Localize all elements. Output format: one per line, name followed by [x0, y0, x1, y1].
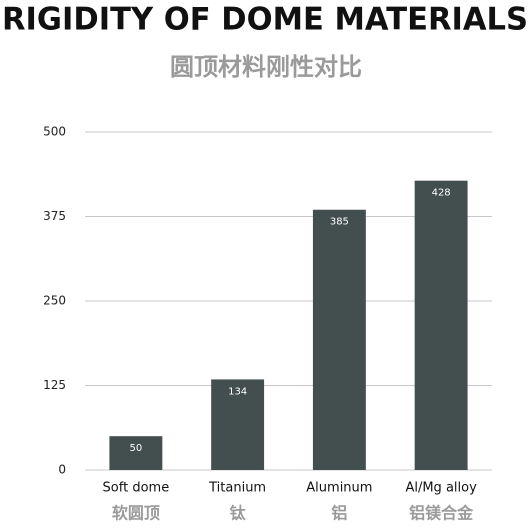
- chart-title: RIGIDITY OF DOME MATERIALS: [2, 2, 528, 38]
- bar: [211, 379, 265, 470]
- bar: [312, 209, 366, 471]
- x-tick-label-zh: 铝: [331, 504, 347, 523]
- x-tick-label-zh: 软圆顶: [112, 504, 160, 523]
- bar: [109, 436, 163, 470]
- x-tick-label: Al/Mg alloy: [405, 481, 477, 496]
- y-tick-label: 250: [43, 294, 66, 308]
- chart-subtitle: 圆顶材料刚性对比: [170, 53, 362, 81]
- value-label: 50: [130, 443, 143, 454]
- y-tick-label: 125: [43, 378, 66, 392]
- x-tick-label-zh: 钛: [230, 504, 247, 523]
- value-label: 428: [432, 188, 451, 199]
- y-tick-label: 0: [58, 463, 66, 477]
- bar: [414, 180, 468, 470]
- value-label: 134: [228, 386, 247, 397]
- value-label: 385: [330, 217, 349, 228]
- y-tick-label: 375: [43, 209, 66, 223]
- x-tick-label: Soft dome: [103, 481, 170, 496]
- x-tick-label-zh: 铝镁合金: [409, 504, 474, 523]
- y-tick-label: 500: [43, 125, 66, 139]
- x-tick-label: Aluminum: [306, 481, 372, 496]
- x-tick-label: Titanium: [208, 481, 266, 496]
